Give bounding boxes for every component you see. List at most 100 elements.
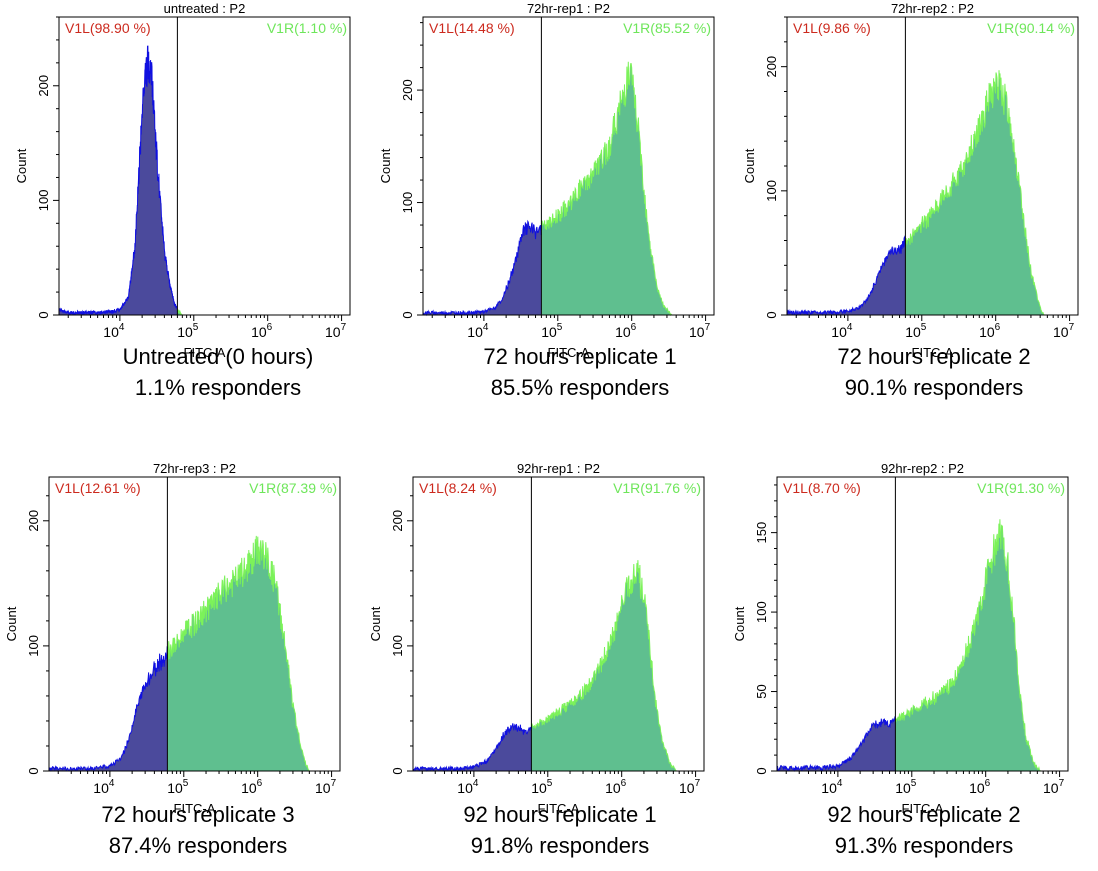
y-axis-label: Count (732, 606, 747, 641)
x-tick-label: 10 (831, 324, 847, 340)
x-tick-exponent: 7 (341, 322, 347, 333)
x-tick-label: 10 (541, 324, 557, 340)
caption-condition: 92 hours replicate 2 (827, 802, 1021, 827)
y-tick-label: 50 (754, 684, 769, 698)
y-tick-label: 200 (764, 56, 779, 78)
x-tick-exponent: 7 (1069, 322, 1075, 333)
responder-outline (905, 70, 1045, 316)
y-axis-label: Count (378, 148, 393, 183)
x-tick-exponent: 7 (705, 322, 711, 333)
x-tick-exponent: 4 (473, 778, 479, 789)
x-tick-exponent: 7 (1059, 778, 1065, 789)
y-tick-label: 0 (390, 767, 405, 774)
x-axis-label: FITC-A (174, 801, 216, 816)
non-responder-area (787, 237, 906, 315)
non-responder-area (49, 646, 168, 771)
gate-right-label: V1R(85.52 %) (623, 20, 711, 36)
x-tick-exponent: 7 (695, 778, 701, 789)
panel-caption: 92 hours replicate 1 91.8% responders (390, 799, 730, 861)
caption-condition: 72 hours replicate 1 (483, 344, 677, 369)
non-responder-area (777, 716, 895, 771)
y-axis-label: Count (742, 148, 757, 183)
x-tick-exponent: 5 (911, 778, 917, 789)
panel-title: 72hr-rep3 : P2 (153, 461, 236, 476)
caption-responders: 90.1% responders (844, 375, 1024, 400)
responder-outline (167, 535, 310, 772)
x-tick-label: 10 (679, 780, 695, 796)
non-responder-area (413, 723, 531, 771)
y-tick-label: 100 (26, 635, 41, 657)
x-tick-exponent: 5 (193, 322, 199, 333)
responder-area (167, 535, 310, 771)
x-tick-label: 10 (1053, 324, 1069, 340)
histogram-panel: 72hr-rep1 : P2 V1L(14.48 %) V1R(85.52 %) 0 1… (378, 1, 715, 360)
responder-area (531, 560, 677, 771)
gate-right-label: V1R(91.30 %) (977, 480, 1065, 496)
caption-condition: 72 hours replicate 3 (101, 802, 295, 827)
x-axis-label: FITC-A (538, 801, 580, 816)
x-tick-label: 10 (895, 780, 911, 796)
plot-frame (58, 16, 351, 316)
x-tick-label: 10 (1043, 780, 1059, 796)
y-tick-label: 0 (26, 767, 41, 774)
x-tick-exponent: 6 (631, 322, 637, 333)
non-responder-outline (412, 723, 532, 772)
y-tick-label: 0 (754, 767, 769, 774)
x-tick-exponent: 6 (985, 778, 991, 789)
panel-caption: 92 hours replicate 2 91.3% responders (754, 799, 1094, 861)
histogram-panel: 92hr-rep2 : P2 V1L(8.70 %) V1R(91.30 %) 0 50… (732, 461, 1069, 816)
responder-outline (531, 560, 677, 772)
y-tick-label: 200 (400, 79, 415, 101)
caption-responders: 1.1% responders (134, 375, 302, 400)
gate-left-label: V1L(8.24 %) (419, 480, 497, 496)
y-axis-label: Count (14, 148, 29, 183)
gate-left-label: V1L(8.70 %) (783, 480, 861, 496)
x-tick-label: 10 (979, 324, 995, 340)
non-responder-outline (422, 219, 542, 317)
caption-responders: 87.4% responders (108, 833, 288, 858)
plot-frame (776, 476, 1069, 772)
gate-right-label: V1R(87.39 %) (249, 480, 337, 496)
x-tick-exponent: 4 (837, 778, 843, 789)
x-tick-exponent: 4 (119, 322, 125, 333)
caption-condition: 72 hours replicate 2 (837, 344, 1031, 369)
caption-responders: 91.3% responders (834, 833, 1014, 858)
gate-left-label: V1L(12.61 %) (55, 480, 141, 496)
y-axis-label: Count (368, 606, 383, 641)
x-tick-label: 10 (315, 780, 331, 796)
x-tick-exponent: 6 (621, 778, 627, 789)
histogram-panel: 92hr-rep1 : P2 V1L(8.24 %) V1R(91.76 %) 0 10… (368, 461, 705, 816)
responder-area (541, 61, 672, 315)
plot-frame (422, 16, 715, 316)
x-tick-label: 10 (241, 780, 257, 796)
panel-caption: 72 hours replicate 1 85.5% responders (410, 341, 750, 403)
histogram-panel: untreated : P2 V1L(98.90 %) V1R(1.10 %) 0 10… (14, 1, 351, 360)
non-responder-outline (48, 646, 168, 772)
y-tick-label: 0 (764, 311, 779, 318)
non-responder-outline (776, 716, 896, 772)
panel-title: 92hr-rep1 : P2 (517, 461, 600, 476)
x-tick-label: 10 (167, 780, 183, 796)
x-tick-exponent: 5 (183, 778, 189, 789)
y-tick-label: 0 (36, 311, 51, 318)
caption-condition: 92 hours replicate 1 (463, 802, 657, 827)
x-axis-label: FITC-A (912, 345, 954, 360)
gate-right-label: V1R(91.76 %) (613, 480, 701, 496)
non-responder-outline (58, 45, 178, 316)
x-tick-exponent: 5 (921, 322, 927, 333)
histogram-panel: 72hr-rep3 : P2 V1L(12.61 %) V1R(87.39 %) 0 1… (4, 461, 341, 816)
x-tick-exponent: 6 (995, 322, 1001, 333)
x-tick-exponent: 6 (257, 778, 263, 789)
y-tick-label: 100 (400, 192, 415, 214)
x-axis-label: FITC-A (184, 345, 226, 360)
caption-condition: Untreated (0 hours) (122, 344, 314, 369)
responder-area (905, 70, 1044, 315)
x-tick-label: 10 (689, 324, 705, 340)
x-tick-exponent: 4 (483, 322, 489, 333)
x-tick-exponent: 5 (547, 778, 553, 789)
y-tick-label: 200 (36, 75, 51, 97)
y-tick-label: 100 (36, 190, 51, 212)
x-tick-label: 10 (467, 324, 483, 340)
x-tick-label: 10 (103, 324, 119, 340)
